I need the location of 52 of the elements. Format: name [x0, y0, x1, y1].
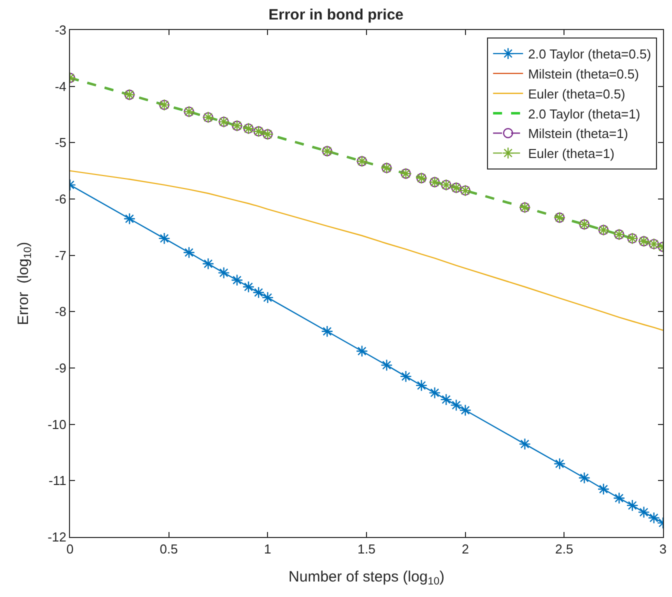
point [598, 483, 610, 496]
x-tick-label: 0.5 [160, 542, 178, 557]
x-tick-label: 1 [264, 542, 272, 557]
legend-label: 2.0 Taylor (theta=0.5) [528, 46, 652, 62]
x-tick-label: 1.5 [357, 542, 376, 557]
x-tick-label: 0 [66, 542, 74, 557]
point [242, 280, 254, 293]
point [459, 404, 472, 416]
y-tick-label: -4 [54, 78, 66, 94]
point [231, 274, 244, 286]
line-series [70, 170, 663, 331]
legend-label: Euler (theta=0.5) [528, 86, 626, 102]
point [554, 458, 566, 470]
point [262, 292, 274, 304]
point [613, 492, 626, 504]
point [626, 499, 638, 512]
point [202, 258, 214, 270]
x-tick-label: 2 [462, 542, 469, 557]
point [648, 512, 660, 524]
y-tick-label: -5 [54, 135, 66, 150]
y-tick-label: -8 [54, 304, 66, 320]
point [578, 472, 590, 484]
y-tick-label: -12 [48, 530, 66, 545]
point [321, 325, 334, 338]
point [356, 345, 368, 358]
point [124, 212, 136, 225]
x-axis-title: Number of steps (log$_{10}$) [288, 568, 444, 588]
point [380, 359, 393, 372]
chart-title: Error in bond price [268, 6, 404, 24]
point [218, 266, 230, 279]
y-tick-label: -7 [54, 248, 66, 263]
point [450, 399, 462, 412]
legend-label: Euler (theta=1) [528, 146, 614, 162]
point [183, 246, 195, 259]
point [638, 506, 650, 518]
point [428, 386, 441, 399]
x-tick-label: 2.5 [555, 542, 574, 557]
point [440, 394, 452, 406]
y-tick-label: -11 [48, 473, 66, 488]
legend-label: Milstein (theta=1) [528, 126, 628, 142]
legend-label: Milstein (theta=0.5) [528, 66, 639, 82]
x-tick-label: 3 [659, 542, 667, 557]
y-tick-label: -3 [54, 22, 66, 38]
legend-label: 2.0 Taylor (theta=1) [528, 106, 640, 122]
point [518, 438, 531, 450]
y-tick-label: -10 [48, 416, 66, 432]
point [158, 232, 170, 244]
point [252, 286, 265, 299]
y-tick-label: -9 [54, 360, 66, 376]
point [415, 379, 428, 392]
point [400, 370, 412, 382]
y-tick-label: -6 [54, 192, 66, 207]
